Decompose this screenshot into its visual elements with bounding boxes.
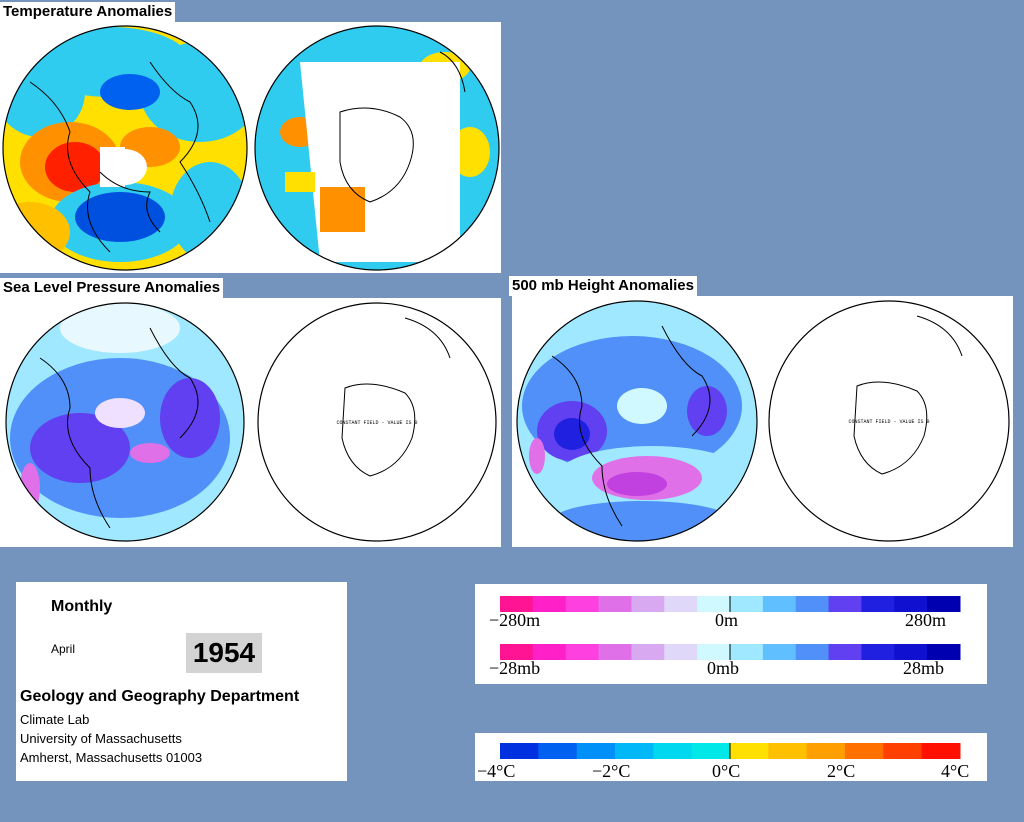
height-legend-max: 280m xyxy=(905,610,947,630)
legend-swatch xyxy=(806,743,846,759)
legend-swatch xyxy=(762,644,797,660)
legend-swatch xyxy=(691,743,731,759)
height-north-hemisphere xyxy=(517,301,757,541)
legend-swatch xyxy=(883,743,923,759)
legend-swatch xyxy=(795,644,830,660)
legend-swatch xyxy=(664,596,698,612)
height-constant-field-text: CONSTANT FIELD - VALUE IS 0 xyxy=(848,419,929,425)
legend-swatch xyxy=(845,743,884,759)
legend-swatch xyxy=(927,644,961,660)
legend-swatch xyxy=(927,596,961,612)
slp-legend-min: −28mb xyxy=(489,658,541,678)
legend-swatch xyxy=(730,743,769,759)
year-label: 1954 xyxy=(186,633,262,673)
legend-swatch xyxy=(538,743,578,759)
slp-panel: CONSTANT FIELD - VALUE IS 0 xyxy=(0,298,501,547)
legend-swatch xyxy=(565,644,600,660)
legend-swatch xyxy=(730,596,764,612)
temp-south-hemisphere xyxy=(255,26,499,270)
legend-swatch xyxy=(894,644,928,660)
slp-constant-field-text: CONSTANT FIELD - VALUE IS 0 xyxy=(336,420,417,426)
temperature-legend-bar xyxy=(500,743,961,759)
department-label: Geology and Geography Department xyxy=(20,688,300,705)
legend-swatch xyxy=(828,596,862,612)
slp-legend-max: 28mb xyxy=(903,658,945,678)
legend-swatch xyxy=(828,644,862,660)
temperature-maps xyxy=(2,25,500,271)
address-label: Amherst, Massachusetts 01003 xyxy=(20,750,203,765)
month-label: April xyxy=(51,642,76,656)
legend-swatch xyxy=(730,644,764,660)
legend-swatch xyxy=(500,644,534,660)
legend-swatch xyxy=(598,644,632,660)
legend-swatch xyxy=(500,743,539,759)
slp-title: Sea Level Pressure Anomalies xyxy=(0,278,224,298)
legend-swatch xyxy=(861,596,895,612)
legend-swatch xyxy=(532,644,567,660)
legend-swatch xyxy=(762,596,797,612)
slp-legend-mid: 0mb xyxy=(707,658,740,678)
height-legend-bar xyxy=(500,596,961,660)
temp-legend-m2: −2°C xyxy=(592,761,631,781)
university-label: University of Massachusetts xyxy=(20,731,182,746)
temp-legend-min: −4°C xyxy=(477,761,516,781)
legend-swatch xyxy=(697,644,731,660)
temp-legend-p2: 2°C xyxy=(827,761,856,781)
legend-swatch xyxy=(532,596,567,612)
legend-swatch xyxy=(664,644,698,660)
height-legend-min: −280m xyxy=(489,610,541,630)
legend-swatch xyxy=(697,596,731,612)
period-label: Monthly xyxy=(51,598,113,615)
temp-legend-max: 4°C xyxy=(941,761,970,781)
slp-maps: CONSTANT FIELD - VALUE IS 0 xyxy=(5,302,497,542)
legend-swatch xyxy=(653,743,693,759)
height-slp-legend: −280m 0m 280m −28mb 0mb 28mb xyxy=(475,584,987,684)
legend-swatch xyxy=(615,743,654,759)
height-title: 500 mb Height Anomalies xyxy=(509,276,697,296)
temperature-panel xyxy=(0,22,501,273)
legend-swatch xyxy=(598,596,632,612)
legend-swatch xyxy=(861,644,895,660)
temp-north-hemisphere xyxy=(3,26,247,270)
legend-swatch xyxy=(795,596,830,612)
legend-swatch xyxy=(576,743,616,759)
height-maps: CONSTANT FIELD - VALUE IS 0 xyxy=(516,300,1010,542)
height-panel: CONSTANT FIELD - VALUE IS 0 xyxy=(512,296,1013,547)
height-legend-mid: 0m xyxy=(715,610,739,630)
legend-swatch xyxy=(768,743,808,759)
info-box: Monthly April 1954 Geology and Geography… xyxy=(16,582,347,781)
legend-swatch xyxy=(500,596,534,612)
legend-swatch xyxy=(894,596,928,612)
legend-swatch xyxy=(921,743,961,759)
temperature-title: Temperature Anomalies xyxy=(0,2,176,22)
slp-north-hemisphere xyxy=(6,303,244,541)
legend-swatch xyxy=(631,596,665,612)
temp-legend-mid: 0°C xyxy=(712,761,741,781)
legend-swatch xyxy=(565,596,600,612)
legend-swatch xyxy=(631,644,665,660)
lab-label: Climate Lab xyxy=(20,712,90,727)
temperature-legend: −4°C −2°C 0°C 2°C 4°C xyxy=(475,733,987,781)
